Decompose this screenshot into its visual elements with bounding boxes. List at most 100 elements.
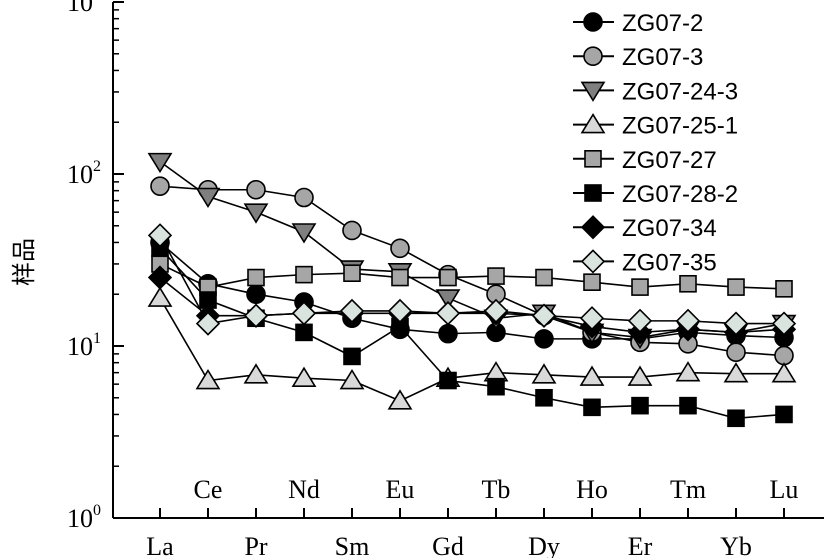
x-tick-label: Gd [432,532,464,558]
data-point [439,268,457,287]
legend-label: ZG07-25-1 [622,113,738,140]
y-tick-label: 103 [67,0,101,17]
data-point [535,268,553,287]
data-point [150,176,170,196]
data-point [339,368,365,390]
data-point [535,388,553,407]
x-tick-label: Lu [770,475,799,504]
data-point [438,323,458,344]
data-point [246,179,266,200]
data-point [391,268,409,287]
y-tick-label: 100 [67,502,101,533]
legend-marker [580,81,606,102]
series-zg07-27 [151,255,793,298]
x-tick-label: Ce [194,475,223,504]
data-point [775,280,793,298]
legend-label: ZG07-24-3 [622,78,738,105]
data-point [627,365,653,386]
data-point [343,264,361,283]
legend-marker [584,184,602,202]
legend-marker [583,46,603,67]
legend: ZG07-2 ZG07-3 ZG07-24-3 ZG07-25-1 ZG07-27 ZG0… [573,10,738,276]
data-point [487,377,505,396]
legend-entry: ZG07-28-2 [573,181,738,208]
y-axis-title: 样品 [10,238,38,286]
data-point [487,267,505,285]
data-point [147,286,173,307]
data-point [631,396,649,415]
y-tick-label: 102 [67,158,101,189]
data-point [679,396,697,415]
data-point [147,223,173,248]
data-point [294,187,314,208]
data-point [627,308,653,333]
legend-entry: ZG07-35 [573,249,717,276]
data-point [195,311,221,336]
series-zg07-28-2 [151,239,793,428]
data-point [195,187,221,209]
data-point [147,152,173,174]
data-point [531,303,557,328]
legend-label: ZG07-2 [622,10,703,37]
data-point [435,289,461,310]
data-point [387,298,413,324]
series-zg07-34 [147,265,797,345]
data-point [579,306,605,331]
data-point [390,238,410,259]
series-line [159,297,784,402]
data-point [723,311,749,336]
data-point [291,366,317,387]
data-point [435,301,461,326]
series-layer [147,152,797,428]
legend-entry: ZG07-25-1 [573,113,738,140]
data-point [675,361,701,382]
x-tick-label: Eu [386,475,415,504]
axes: 100 101 102 103 La Ce Pr Nd Sm Eu Gd Tb Dy Ho Er Tm Yb Lu [67,0,824,558]
data-point [342,220,362,241]
data-point [439,371,457,390]
x-tick-label: La [146,532,174,558]
x-tick-label: Nd [288,475,320,504]
y-tick-label: 101 [67,330,101,361]
legend-marker [584,150,602,168]
data-point [583,273,601,291]
data-point [291,223,317,244]
data-point [343,347,361,366]
legend-entry: ZG07-2 [573,10,703,37]
data-point [243,203,269,224]
data-point [483,298,509,324]
data-point [675,308,701,333]
data-point [771,362,797,383]
x-tick-label: Ho [576,475,608,504]
data-point [246,284,266,305]
data-point [579,365,605,386]
legend-label: ZG07-28-2 [622,181,738,208]
x-tick-label: Er [628,532,653,558]
data-point [247,268,265,287]
data-point [775,405,793,424]
data-point [631,278,649,296]
data-point [726,342,746,363]
series-zg07-35 [147,223,797,336]
x-tick-label: Tb [482,475,511,504]
legend-label: ZG07-34 [622,215,717,242]
data-point [771,311,797,336]
legend-label: ZG07-27 [622,147,717,174]
series-zg07-25-1 [147,286,797,410]
legend-entry: ZG07-27 [573,147,717,174]
data-point [727,409,745,428]
legend-marker [580,249,606,274]
data-point [243,363,269,384]
data-point [339,298,365,324]
legend-marker [580,113,606,134]
data-point [291,301,317,326]
data-point [147,265,173,290]
data-point [243,303,269,328]
legend-label: ZG07-3 [622,44,703,71]
legend-entry: ZG07-34 [573,215,717,242]
data-point [774,345,794,366]
x-tick-label: Yb [720,532,752,558]
data-point [387,389,413,410]
x-tick-label: Sm [335,532,370,558]
